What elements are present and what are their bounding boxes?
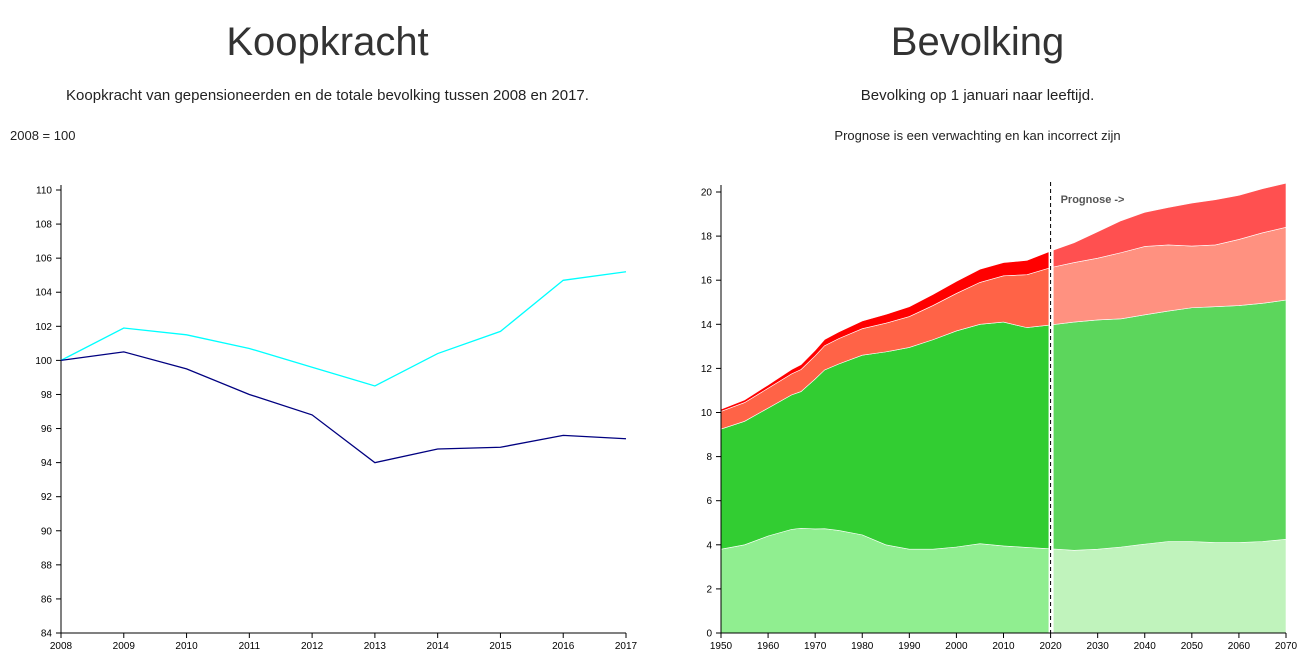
area-layer-2	[720, 321, 1051, 550]
y-tick-label: 0	[706, 629, 712, 640]
prognose-label: Prognose ->	[1061, 194, 1125, 206]
x-tick-label: 2014	[427, 641, 450, 652]
y-tick-label: 96	[41, 424, 53, 435]
y-tick-label: 94	[41, 458, 53, 469]
y-tick-label: 108	[35, 220, 52, 231]
y-tick-label: 104	[35, 288, 52, 299]
x-tick-label: 1960	[757, 641, 780, 652]
x-tick-label: 2015	[489, 641, 512, 652]
y-tick-label: 18	[701, 232, 713, 243]
x-tick-label: 2040	[1134, 641, 1157, 652]
y-tick-label: 84	[41, 629, 53, 640]
y-tick-label: 102	[35, 322, 52, 333]
x-tick-label: 1990	[898, 641, 921, 652]
x-tick-label: 2011	[239, 641, 261, 652]
y-tick-label: 10	[701, 408, 713, 419]
y-tick-label: 2	[706, 584, 712, 595]
y-tick-label: 98	[41, 390, 53, 401]
y-tick-label: 86	[41, 594, 53, 605]
x-tick-label: 2000	[945, 641, 968, 652]
y-tick-label: 106	[35, 254, 52, 265]
x-tick-label: 2016	[552, 641, 575, 652]
index-note: 2008 = 100	[10, 128, 76, 143]
y-tick-label: 100	[35, 356, 52, 367]
bevolking-panel: Bevolking Bevolking op 1 januari naar le…	[655, 0, 1300, 659]
koopkracht-line-chart: 84 86 88 90 92 94 96 98 100 102 104 106 108 110 2008 20…	[35, 185, 638, 652]
area-layer-4-forecast	[1050, 182, 1287, 269]
y-tick-label: 16	[701, 276, 713, 287]
y-tick-label: 110	[36, 186, 52, 197]
chart-subtitle: Koopkracht van gepensioneerden en de tot…	[66, 87, 589, 104]
y-tick-label: 90	[41, 526, 53, 537]
y-tick-label: 8	[706, 452, 712, 463]
x-tick-label: 2050	[1181, 641, 1204, 652]
chart-title: Bevolking	[890, 20, 1065, 64]
y-tick-label: 6	[706, 496, 712, 507]
x-tick-label: 2010	[175, 641, 198, 652]
chart-title: Koopkracht	[226, 20, 429, 64]
x-tick-label: 2008	[50, 641, 73, 652]
bevolking-area-chart: Prognose -> 0 2 4 6 8 10 12 14 16 18 20 1950 1960 1970…	[701, 182, 1298, 652]
y-tick-label: 12	[701, 364, 713, 375]
koopkracht-panel: Koopkracht Koopkracht van gepensioneerde…	[10, 20, 638, 652]
x-tick-label: 2012	[301, 641, 324, 652]
x-tick-label: 1950	[710, 641, 733, 652]
x-tick-label: 2070	[1275, 641, 1298, 652]
area-layer-2-forecast	[1050, 299, 1287, 551]
series-line-2	[60, 351, 627, 464]
series-line-1	[60, 271, 627, 387]
x-tick-label: 2030	[1087, 641, 1110, 652]
x-tick-label: 1970	[804, 641, 827, 652]
y-tick-label: 20	[701, 188, 713, 199]
y-tick-label: 14	[701, 320, 713, 331]
x-tick-label: 2010	[992, 641, 1015, 652]
x-tick-label: 2009	[113, 641, 136, 652]
y-tick-label: 92	[41, 492, 53, 503]
x-tick-label: 1980	[851, 641, 874, 652]
x-tick-label: 2060	[1228, 641, 1251, 652]
area-layer-1-forecast	[1050, 538, 1287, 634]
chart-subtitle: Bevolking op 1 januari naar leeftijd.	[860, 87, 1095, 104]
x-tick-label: 2013	[364, 641, 387, 652]
y-tick-label: 4	[706, 540, 712, 551]
y-tick-label: 88	[41, 560, 53, 571]
x-tick-label: 2020	[1039, 641, 1062, 652]
prognose-gap	[1048, 182, 1054, 633]
x-tick-label: 2017	[615, 641, 638, 652]
prognose-note: Prognose is een verwachting en kan incor…	[834, 128, 1121, 143]
